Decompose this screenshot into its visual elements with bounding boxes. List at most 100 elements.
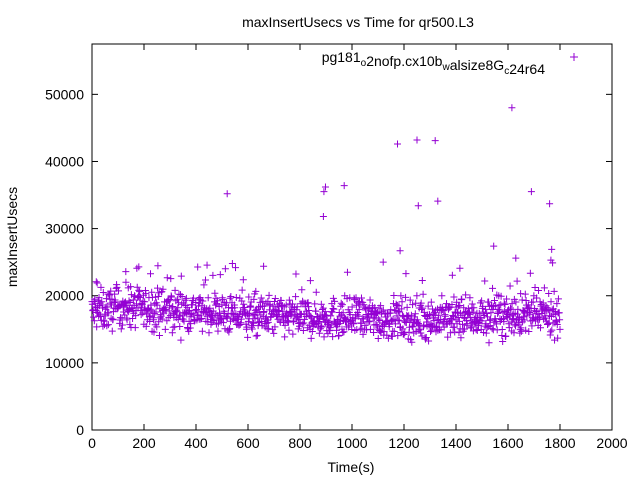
data-point	[482, 305, 490, 313]
data-point	[419, 304, 427, 312]
data-point	[402, 293, 410, 301]
data-point	[244, 333, 252, 341]
legend-plus-marker	[570, 53, 578, 61]
data-point	[129, 296, 137, 304]
data-point	[379, 322, 387, 330]
data-point	[512, 298, 520, 306]
data-point	[379, 258, 387, 266]
data-point	[198, 314, 206, 322]
data-point	[303, 299, 311, 307]
data-point	[527, 188, 535, 196]
data-point	[337, 299, 345, 307]
data-point	[317, 300, 325, 308]
data-point	[502, 332, 510, 340]
data-point	[154, 262, 162, 270]
data-point	[398, 298, 406, 306]
data-point	[127, 283, 135, 291]
data-point	[115, 287, 123, 295]
data-point	[265, 291, 273, 299]
data-point	[435, 319, 443, 327]
data-point	[506, 282, 514, 290]
legend-text-part: 2nofp.cx10b	[366, 53, 442, 69]
data-point	[435, 311, 443, 319]
data-point	[463, 320, 471, 328]
data-point	[340, 328, 348, 336]
data-point	[239, 276, 247, 284]
y-axis-ticks: 0 10000 20000 30000 40000 50000	[45, 86, 612, 438]
data-point	[194, 263, 202, 271]
data-point	[150, 310, 158, 318]
data-point	[403, 303, 411, 311]
data-point	[169, 302, 177, 310]
data-point	[336, 317, 344, 325]
data-point	[205, 329, 213, 337]
data-point	[113, 283, 121, 291]
data-point	[232, 294, 240, 302]
data-point	[490, 297, 498, 305]
data-point	[105, 309, 113, 317]
data-point	[195, 295, 203, 303]
data-point	[411, 310, 419, 318]
data-point	[391, 306, 399, 314]
data-point	[92, 278, 100, 286]
data-point	[167, 275, 175, 283]
data-point	[373, 321, 381, 329]
data-point	[264, 318, 272, 326]
data-point	[317, 322, 325, 330]
x-tick-label: 600	[236, 435, 260, 451]
data-point	[445, 304, 453, 312]
data-point	[513, 277, 521, 285]
data-point	[211, 289, 219, 297]
data-point	[109, 315, 117, 323]
data-point	[366, 296, 374, 304]
data-point	[111, 290, 119, 298]
data-point	[148, 288, 156, 296]
data-point	[106, 299, 114, 307]
data-point	[496, 306, 504, 314]
data-point	[501, 301, 509, 309]
x-tick-label: 1200	[388, 435, 419, 451]
data-point	[320, 333, 328, 341]
data-point	[125, 297, 133, 305]
data-point	[500, 318, 508, 326]
data-point	[542, 314, 550, 322]
data-point	[246, 309, 254, 317]
data-point	[150, 328, 158, 336]
data-point	[307, 312, 315, 320]
data-point	[503, 295, 511, 303]
data-point	[103, 303, 111, 311]
data-point	[454, 314, 462, 322]
data-point	[120, 308, 128, 316]
data-point	[489, 284, 497, 292]
data-point	[117, 325, 125, 333]
data-point	[99, 304, 107, 312]
data-point	[131, 324, 139, 332]
data-point	[548, 245, 556, 253]
data-point	[478, 317, 486, 325]
data-point	[517, 327, 525, 335]
data-point	[448, 300, 456, 308]
data-point	[257, 294, 265, 302]
data-point	[311, 300, 319, 308]
data-point	[90, 317, 98, 325]
data-point	[466, 309, 474, 317]
data-point	[359, 315, 367, 323]
data-point	[288, 300, 296, 308]
data-point	[216, 309, 224, 317]
data-point	[556, 316, 564, 324]
data-point	[348, 303, 356, 311]
data-point	[127, 291, 135, 299]
data-point	[456, 301, 464, 309]
data-point	[178, 292, 186, 300]
data-point	[508, 104, 516, 112]
data-point	[478, 297, 486, 305]
data-point	[394, 332, 402, 340]
plot-area	[91, 43, 613, 431]
data-point	[357, 319, 365, 327]
data-point	[95, 294, 103, 302]
data-point	[544, 320, 552, 328]
data-point	[511, 320, 519, 328]
data-point	[176, 322, 184, 330]
data-point	[330, 305, 338, 313]
